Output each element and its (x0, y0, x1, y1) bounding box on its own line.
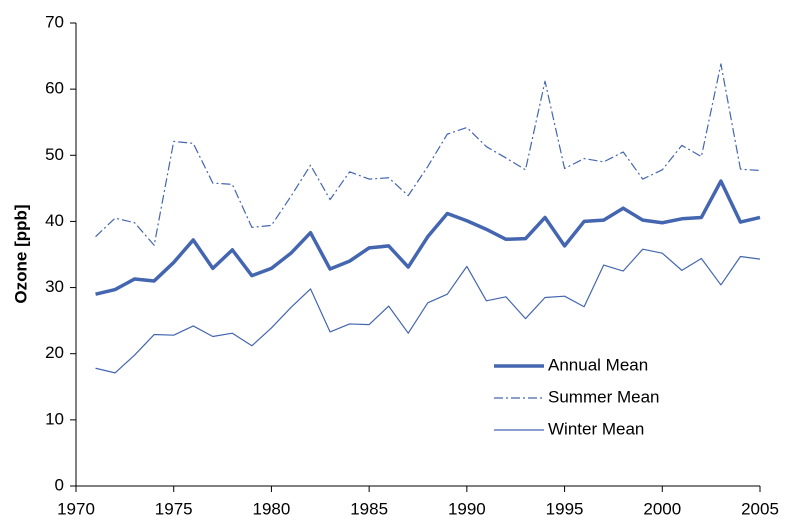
y-axis-label: Ozone [ppb] (11, 204, 30, 303)
legend-label: Summer Mean (548, 387, 659, 406)
x-tick-label: 1985 (350, 499, 388, 518)
y-tick-label: 0 (55, 475, 64, 494)
y-tick-label: 70 (45, 12, 64, 31)
x-tick-label: 2005 (741, 499, 779, 518)
y-tick-label: 10 (45, 409, 64, 428)
series-line (95, 248, 761, 374)
x-tick-label: 1990 (448, 499, 486, 518)
y-tick-label: 50 (45, 145, 64, 164)
series-line (95, 179, 761, 296)
x-tick-label: 1995 (546, 499, 584, 518)
x-tick-label: 1980 (253, 499, 291, 518)
series-line (95, 63, 761, 246)
x-tick-label: 1970 (57, 499, 95, 518)
y-tick-label: 40 (45, 211, 64, 230)
x-tick-label: 2000 (643, 499, 681, 518)
y-tick-label: 60 (45, 79, 64, 98)
x-tick-label: 1975 (155, 499, 193, 518)
legend-label: Winter Mean (548, 419, 644, 438)
legend-label: Annual Mean (548, 355, 648, 374)
y-tick-label: 30 (45, 277, 64, 296)
y-tick-label: 20 (45, 343, 64, 362)
